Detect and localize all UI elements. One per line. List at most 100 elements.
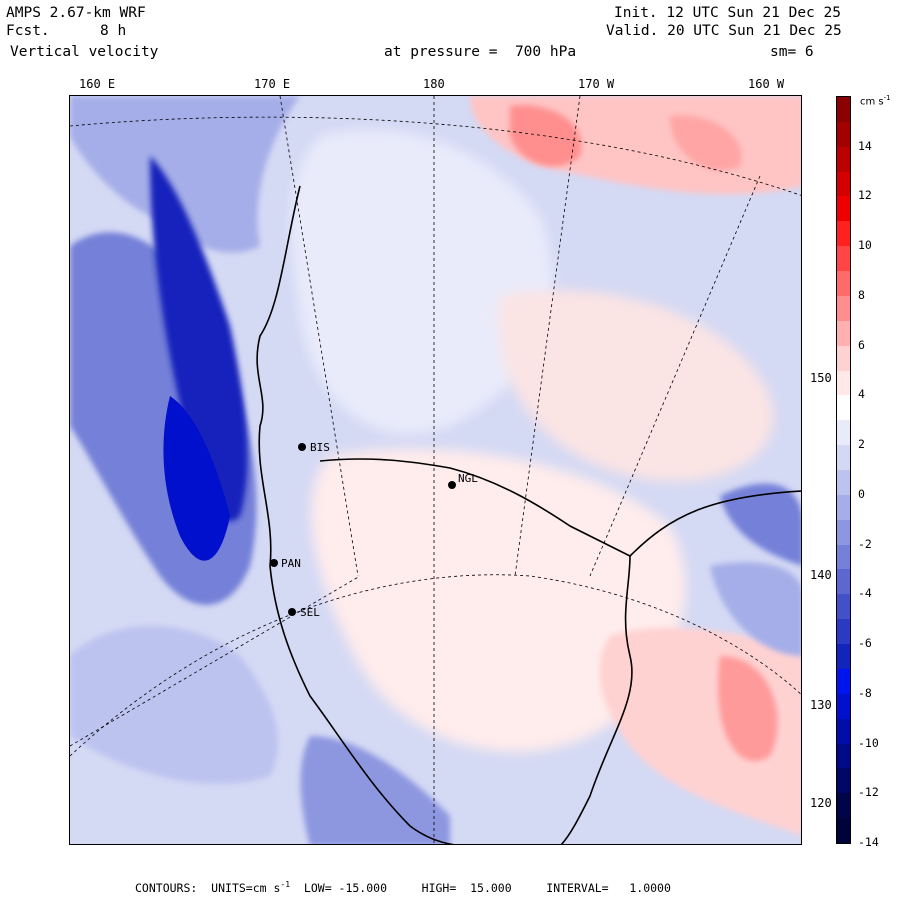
marie-byrd-coast: [629, 490, 801, 557]
neutral-zone-plateau: [311, 448, 686, 752]
colorbar-units-exp: -1: [883, 94, 891, 102]
lon-label-160e: 160 E: [79, 77, 116, 91]
colorbar-segment: [837, 594, 850, 620]
colorbar-segment: [837, 470, 850, 496]
smoothing: sm= 6: [770, 44, 814, 60]
colorbar-tick-label: 4: [858, 387, 865, 402]
colorbar-tick-label: 10: [858, 238, 872, 253]
colorbar-tick-label: 8: [858, 287, 865, 302]
colorbar-segment: [837, 295, 850, 322]
graticule: [70, 96, 801, 844]
colorbar-tick-label: -4: [858, 586, 872, 601]
station-label-pan: PAN: [281, 557, 301, 570]
colorbar-segment: [837, 718, 850, 745]
colorbar-tick-label: -8: [858, 685, 872, 700]
colorbar-segment: [837, 146, 850, 173]
lon-label-170e: 170 E: [254, 77, 291, 91]
colorbar-segment: [837, 693, 850, 720]
station-label-sel: SEL: [300, 606, 320, 619]
valid-time: Valid. 20 UTC Sun 21 Dec 25: [606, 23, 842, 39]
neutral-zone-ross: [291, 129, 553, 434]
footer-high: HIGH= 15.000: [421, 880, 512, 895]
colorbar-segment: [837, 793, 850, 819]
footer-interval: INTERVAL= 1.0000: [546, 880, 671, 895]
downdraft-area-east: [720, 483, 801, 566]
station-label-ngl: NGL: [458, 472, 478, 485]
colorbar-segment: [837, 171, 850, 197]
colorbar-segment: [837, 544, 850, 570]
colorbar-tick-label: 12: [858, 188, 872, 203]
colorbar-tick-label: -10: [858, 735, 879, 750]
station-sel[interactable]: SEL: [288, 606, 320, 619]
colorbar-tick-label: 0: [858, 486, 865, 501]
neutral-zone-east: [498, 290, 774, 482]
lon-label-180: 180: [423, 77, 445, 91]
pressure-level: at pressure = 700 hPa: [384, 44, 577, 60]
transantarctic-coast: [256, 185, 455, 844]
colorbar-segment: [837, 395, 850, 421]
colorbar-segment: [837, 619, 850, 645]
colorbar-tick-label: -12: [858, 785, 879, 800]
colorbar-segment: [837, 445, 850, 471]
colorbar-tick-label: 6: [858, 337, 865, 352]
colorbar-segment: [837, 320, 850, 347]
footer-units: UNITS=cm s: [211, 880, 281, 895]
graticule-parallel-2: [70, 574, 801, 757]
colorbar-tick-label: -2: [858, 536, 872, 551]
colorbar-segment: [837, 768, 850, 794]
map-svg: BIS NGL PAN SEL: [70, 96, 801, 844]
updraft-core-northeast: [670, 115, 742, 171]
downdraft-area-northwest: [70, 96, 300, 253]
colorbar-segment: [837, 668, 850, 695]
contour-footer: CONTOURS: UNITS=cm s-1 LOW= -15.000 HIGH…: [135, 880, 671, 895]
graticule-meridian-170w: [514, 96, 581, 577]
downdraft-area-east-2: [710, 562, 801, 656]
colorbar-segment: [837, 494, 850, 521]
colorbar-tick-label: 14: [858, 138, 872, 153]
downdraft-core-range: [150, 156, 248, 522]
colorbar-tick-label: 2: [858, 437, 865, 452]
colorbar-segment: [837, 97, 850, 123]
footer-contours: CONTOURS:: [135, 880, 198, 895]
station-label-bis: BIS: [310, 441, 330, 454]
updraft-core-southeast: [718, 656, 778, 762]
vertical-velocity-map[interactable]: BIS NGL PAN SEL: [69, 95, 802, 845]
field-name: Vertical velocity: [10, 44, 159, 60]
station-pan[interactable]: PAN: [270, 557, 301, 570]
graticule-parallel-1: [70, 116, 801, 196]
coastlines: [256, 185, 801, 844]
colorbar-tick-label: -14: [858, 835, 879, 849]
model-title: AMPS 2.67-km WRF: [6, 5, 146, 21]
station-bis[interactable]: BIS: [298, 441, 330, 454]
colorbar-segment: [837, 345, 850, 372]
colorbar-segment: [837, 519, 850, 546]
init-time: Init. 12 UTC Sun 21 Dec 25: [614, 5, 841, 21]
colorbar-tick-label: -6: [858, 636, 872, 651]
colorbar-segment: [837, 196, 850, 222]
downdraft-area-south: [300, 736, 450, 844]
colorbar-segment: [837, 271, 850, 297]
colorbar: [836, 96, 851, 844]
colorbar-segment: [837, 420, 850, 446]
colorbar-segment: [837, 644, 850, 670]
colorbar-segment: [837, 221, 850, 247]
colorbar-segment: [837, 818, 850, 844]
colorbar-segment: [837, 370, 850, 396]
station-ngl[interactable]: NGL: [448, 472, 478, 489]
fcst-value: 8 h: [100, 23, 127, 39]
ice-shelf-front: [319, 458, 633, 844]
colorbar-segment: [837, 743, 850, 769]
footer-low: LOW= -15.000: [303, 880, 388, 895]
graticule-meridian-150w: [70, 575, 361, 747]
lon-label-170w: 170 W: [578, 77, 615, 91]
lon-label-160w: 160 W: [748, 77, 785, 91]
footer-units-exp: -1: [280, 880, 291, 889]
fcst-label: Fcst.: [6, 23, 50, 39]
colorbar-units-text: cm s: [860, 96, 884, 108]
colorbar-units: cm s-1: [860, 94, 891, 107]
colorbar-segment: [837, 569, 850, 595]
downdraft-area-southwest: [70, 626, 279, 784]
colorbar-segment: [837, 121, 850, 148]
graticule-meridian-160w: [589, 175, 761, 577]
downdraft-core-deep: [163, 396, 230, 561]
